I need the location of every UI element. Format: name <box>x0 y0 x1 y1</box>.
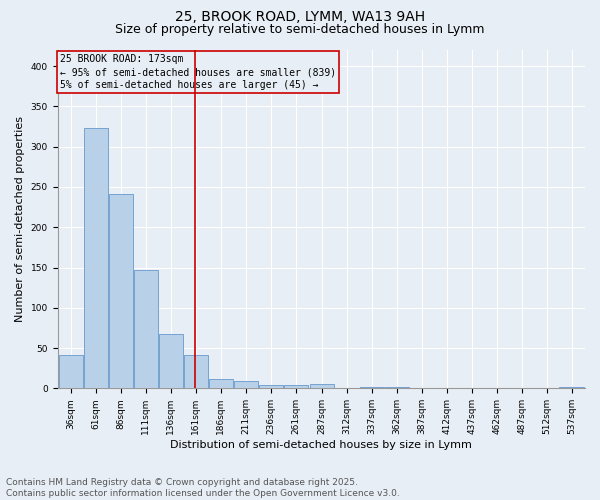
Bar <box>59 356 83 388</box>
Bar <box>109 194 133 388</box>
Bar <box>84 128 108 388</box>
Text: Size of property relative to semi-detached houses in Lymm: Size of property relative to semi-detach… <box>115 22 485 36</box>
Bar <box>310 384 334 388</box>
Bar <box>209 380 233 388</box>
Bar <box>385 386 409 388</box>
Bar <box>284 385 308 388</box>
Bar <box>359 386 384 388</box>
Text: 25, BROOK ROAD, LYMM, WA13 9AH: 25, BROOK ROAD, LYMM, WA13 9AH <box>175 10 425 24</box>
Bar <box>559 386 584 388</box>
Bar <box>234 381 258 388</box>
Bar <box>184 354 208 388</box>
Y-axis label: Number of semi-detached properties: Number of semi-detached properties <box>15 116 25 322</box>
Bar <box>134 270 158 388</box>
Bar <box>259 385 283 388</box>
Bar <box>159 334 183 388</box>
Text: 25 BROOK ROAD: 173sqm
← 95% of semi-detached houses are smaller (839)
5% of semi: 25 BROOK ROAD: 173sqm ← 95% of semi-deta… <box>59 54 335 90</box>
Text: Contains HM Land Registry data © Crown copyright and database right 2025.
Contai: Contains HM Land Registry data © Crown c… <box>6 478 400 498</box>
X-axis label: Distribution of semi-detached houses by size in Lymm: Distribution of semi-detached houses by … <box>170 440 472 450</box>
